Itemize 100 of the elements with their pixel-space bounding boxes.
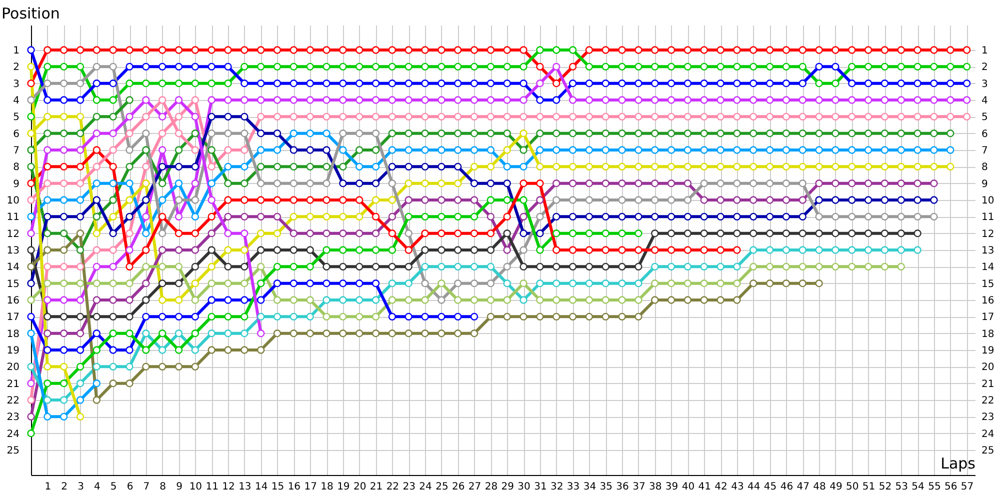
point	[126, 80, 134, 88]
point	[60, 130, 68, 138]
point	[306, 212, 314, 220]
point	[273, 46, 282, 54]
point	[552, 262, 560, 270]
point	[585, 296, 594, 304]
point	[208, 230, 216, 238]
y2-tick-label: 18	[982, 328, 994, 340]
point	[864, 80, 872, 88]
point	[815, 196, 823, 204]
point	[552, 80, 560, 88]
point	[798, 246, 806, 254]
point	[634, 146, 642, 154]
point	[766, 212, 774, 220]
point	[438, 162, 446, 170]
point	[520, 96, 528, 104]
point	[44, 396, 52, 404]
point	[44, 380, 52, 388]
point	[224, 196, 232, 204]
point	[880, 180, 889, 188]
point	[142, 246, 150, 254]
point	[520, 280, 528, 288]
point	[848, 262, 856, 270]
point	[257, 330, 265, 338]
point	[602, 212, 610, 220]
point	[174, 146, 183, 154]
point	[109, 46, 117, 54]
point	[404, 280, 412, 288]
point	[782, 62, 790, 70]
point	[76, 362, 84, 370]
point	[848, 212, 856, 220]
point	[503, 62, 511, 70]
point	[224, 262, 232, 270]
point	[568, 262, 577, 270]
point	[520, 312, 528, 320]
point	[356, 96, 364, 104]
point	[224, 230, 232, 238]
point	[684, 80, 692, 88]
point	[585, 262, 594, 270]
point	[798, 130, 806, 138]
point	[930, 196, 938, 204]
point	[880, 80, 889, 88]
point	[44, 212, 52, 220]
point	[651, 46, 659, 54]
point	[372, 146, 380, 154]
point	[486, 162, 495, 170]
point	[126, 380, 134, 388]
x-tick-label: 36	[616, 482, 629, 492]
x-tick-label: 54	[912, 482, 924, 492]
point	[798, 46, 806, 54]
point	[733, 262, 741, 270]
point	[684, 146, 692, 154]
point	[750, 246, 758, 254]
point	[224, 280, 232, 288]
point	[634, 130, 642, 138]
point	[552, 246, 560, 254]
point	[897, 212, 905, 220]
point	[585, 212, 594, 220]
point	[470, 146, 478, 154]
y2-tick-label: 8	[982, 162, 988, 174]
point	[684, 96, 692, 104]
x-tick-label: 5	[110, 482, 117, 492]
point	[60, 162, 68, 170]
point	[174, 46, 183, 54]
point	[257, 96, 265, 104]
point	[273, 146, 282, 154]
point	[404, 296, 412, 304]
point	[174, 96, 183, 104]
point	[568, 246, 577, 254]
point	[651, 112, 659, 120]
point	[404, 130, 412, 138]
point	[503, 262, 511, 270]
point	[503, 146, 511, 154]
point	[92, 80, 101, 88]
point	[126, 330, 134, 338]
point	[273, 96, 282, 104]
point	[306, 112, 314, 120]
point	[174, 180, 183, 188]
point	[848, 146, 856, 154]
point	[191, 162, 200, 170]
x-tick-label: 25	[436, 482, 448, 492]
point	[503, 180, 511, 188]
point	[716, 112, 724, 120]
point	[470, 212, 478, 220]
point	[76, 112, 84, 120]
point	[60, 362, 68, 370]
point	[322, 212, 330, 220]
point	[914, 212, 922, 220]
y-tick-label: 9	[13, 178, 20, 190]
point	[716, 46, 724, 54]
point	[716, 296, 724, 304]
x-tick-label: 27	[468, 482, 482, 492]
point	[44, 280, 52, 288]
point	[44, 362, 52, 370]
point	[191, 196, 200, 204]
point	[815, 262, 823, 270]
y2-tick-label: 21	[982, 378, 994, 390]
point	[552, 196, 560, 204]
point	[60, 46, 68, 54]
point	[60, 246, 68, 254]
